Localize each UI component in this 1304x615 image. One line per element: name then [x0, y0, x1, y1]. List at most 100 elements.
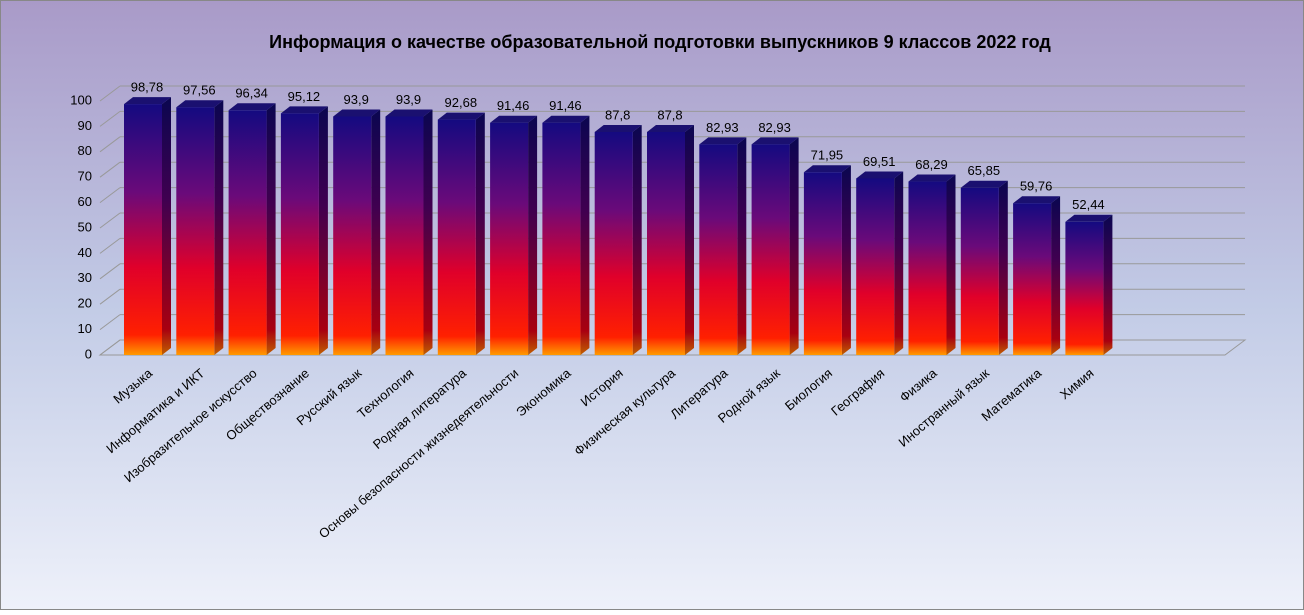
data-label: 69,51 — [863, 154, 896, 169]
bar — [124, 104, 162, 355]
data-label: 87,8 — [657, 107, 682, 122]
bar-top — [751, 137, 799, 145]
bar — [490, 122, 529, 356]
bar-side — [841, 165, 851, 355]
bar — [1065, 221, 1104, 355]
y-tick-label: 30 — [78, 270, 92, 285]
bar-top — [803, 165, 851, 173]
bar-top — [960, 180, 1008, 188]
grid-line-side — [99, 314, 121, 331]
bar-side — [580, 115, 590, 356]
bar-side — [737, 137, 747, 355]
bar-top — [856, 171, 904, 179]
grid-line-side — [99, 237, 121, 254]
bar — [908, 181, 947, 355]
bar — [647, 131, 685, 355]
bar-side — [894, 171, 904, 355]
bar-side — [162, 97, 171, 355]
chart-title: Информация о качестве образовательной по… — [269, 32, 1051, 52]
y-tick-label: 50 — [78, 219, 92, 234]
bar-side — [685, 124, 694, 355]
data-label: 68,29 — [915, 157, 948, 172]
grid-line-side — [99, 161, 121, 178]
bar-side — [632, 124, 642, 355]
bar-top — [437, 112, 485, 120]
bar — [176, 107, 215, 355]
grid-line-side — [99, 187, 121, 204]
bar — [751, 144, 790, 355]
data-label: 87,8 — [605, 107, 630, 122]
data-label: 65,85 — [968, 163, 1001, 178]
grid-line-side — [99, 339, 121, 356]
bar-side — [789, 137, 799, 355]
bar-side — [423, 109, 433, 355]
bar-side — [266, 103, 276, 355]
y-tick-label: 70 — [78, 169, 92, 184]
bar — [228, 110, 267, 355]
bar-top — [176, 100, 224, 108]
y-tick-label: 0 — [85, 346, 92, 361]
bar — [960, 187, 999, 355]
bar-side — [371, 109, 381, 355]
bar-top — [490, 115, 538, 123]
y-tick-label: 80 — [78, 143, 92, 158]
data-label: 97,56 — [183, 83, 216, 98]
bar-side — [998, 180, 1008, 355]
bar-top — [699, 137, 747, 145]
grid-line-side — [99, 111, 121, 127]
data-label: 96,34 — [235, 86, 268, 101]
bar — [437, 119, 476, 355]
bar — [803, 172, 842, 355]
data-label: 98,78 — [131, 80, 164, 95]
y-tick-label: 100 — [70, 92, 92, 107]
bar — [385, 116, 424, 355]
data-label: 82,93 — [706, 120, 739, 135]
data-label: 52,44 — [1072, 197, 1105, 212]
bar-top — [1065, 214, 1113, 222]
data-label: 91,46 — [497, 98, 530, 113]
bar — [280, 113, 319, 355]
bar — [699, 144, 738, 355]
bar — [856, 178, 895, 355]
data-label: 71,95 — [811, 148, 844, 163]
bar-top — [647, 124, 694, 132]
y-tick-label: 60 — [78, 194, 92, 209]
bar-top — [333, 109, 381, 117]
y-tick-label: 20 — [78, 296, 92, 311]
grid-line-side — [99, 85, 121, 102]
bar-top — [908, 174, 956, 182]
data-label: 95,12 — [288, 89, 321, 104]
bar-top — [228, 103, 276, 111]
bar-side — [946, 174, 956, 355]
bar — [333, 116, 372, 355]
bar-top — [385, 109, 433, 117]
data-label: 91,46 — [549, 98, 582, 113]
bar-side — [475, 112, 485, 355]
bar-top — [1013, 196, 1061, 204]
data-label: 93,9 — [396, 92, 421, 107]
data-label: 92,68 — [445, 95, 478, 110]
bar-top — [542, 115, 590, 123]
bar — [594, 131, 633, 355]
y-tick-label: 10 — [78, 321, 92, 336]
grid-line-side — [99, 212, 121, 229]
data-label: 93,9 — [344, 92, 369, 107]
grid-line-side — [99, 263, 121, 280]
grid-line-side — [99, 288, 121, 305]
bar-side — [1103, 214, 1113, 355]
grid-line-side — [99, 136, 121, 153]
y-tick-label: 40 — [78, 245, 92, 260]
bar — [542, 122, 581, 356]
bar-side — [1051, 196, 1061, 355]
bar — [1013, 203, 1052, 355]
bar-side — [318, 106, 328, 355]
data-label: 59,76 — [1020, 179, 1053, 194]
bar-top — [280, 106, 328, 114]
data-label: 82,93 — [758, 120, 791, 135]
bar-top — [124, 97, 171, 105]
y-tick-label: 90 — [78, 118, 92, 133]
bar-top — [594, 124, 642, 132]
bar-side — [528, 115, 538, 356]
bar-side — [214, 100, 224, 355]
